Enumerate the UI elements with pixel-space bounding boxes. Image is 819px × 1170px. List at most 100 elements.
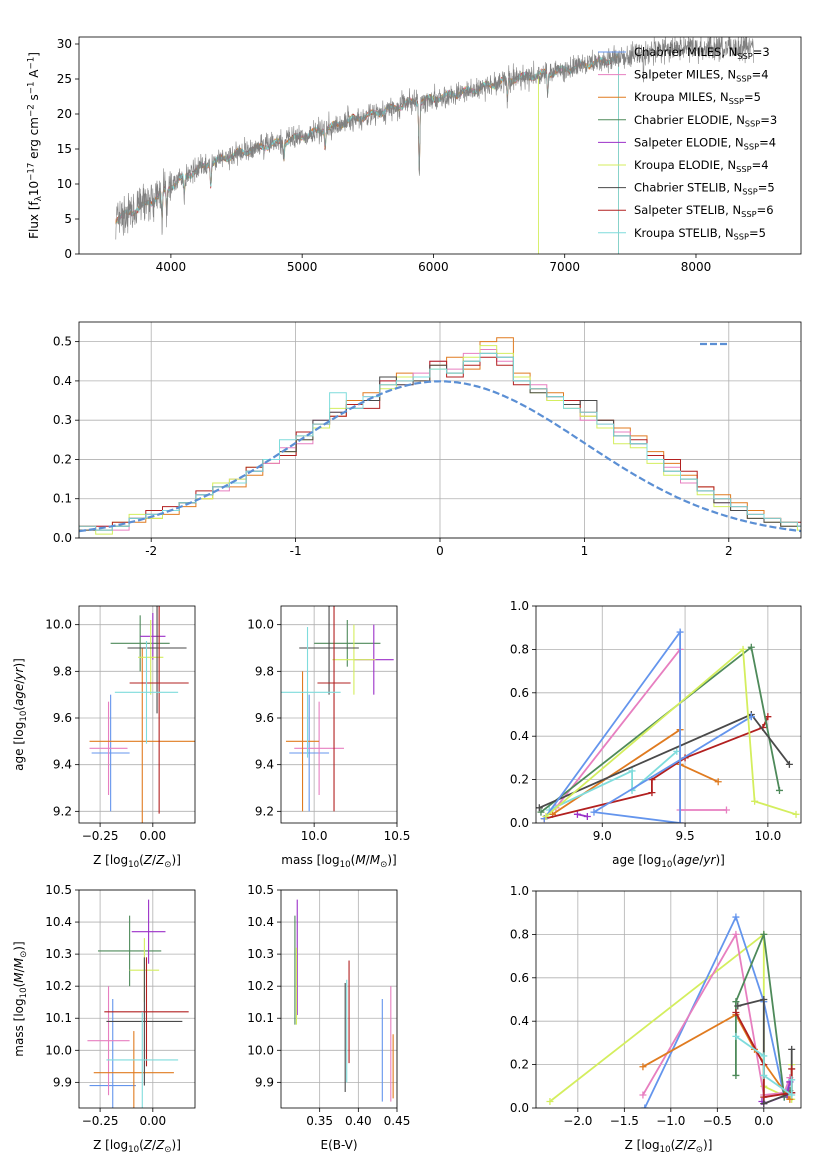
x-axis-label: E(B-V) xyxy=(320,1138,357,1152)
weight-marker xyxy=(760,1100,768,1108)
x-tick-label: 0.40 xyxy=(345,1114,372,1128)
y-tick-label: 9.4 xyxy=(53,758,72,772)
weight-line xyxy=(548,750,678,811)
legend-label: Salpeter ELODIE, NSSP=4 xyxy=(634,135,776,151)
histogram-series xyxy=(79,352,801,538)
y-tick-label: 0.4 xyxy=(510,1014,529,1028)
weight-marker xyxy=(542,812,550,820)
y-tick-label: 0.5 xyxy=(53,335,72,349)
x-tick-label: 6000 xyxy=(418,260,449,274)
weight-marker xyxy=(641,1104,649,1108)
residual-histogram-panel: -2 -1 0 1 2 0.0 0.1 0.2 0.3 0.4 0.5 xyxy=(53,321,802,558)
y-tick-label: 0.6 xyxy=(510,686,529,700)
y-tick-label: 30 xyxy=(57,37,72,51)
y-tick-label: 9.9 xyxy=(255,1075,274,1089)
y-tick-label: 25 xyxy=(57,72,72,86)
errorbar-point xyxy=(314,620,381,667)
x-axis-label: Z [log10(Z/Z⊙)] xyxy=(625,1138,713,1155)
errorbar-point xyxy=(110,615,170,672)
weight-marker xyxy=(732,998,740,1006)
y-tick-label: 0.0 xyxy=(53,531,72,545)
y-tick-label: 0.4 xyxy=(53,374,72,388)
weight-marker xyxy=(546,1097,554,1105)
weight-marker xyxy=(639,1063,647,1071)
y-tick-label: 15 xyxy=(57,142,72,156)
axes-frame xyxy=(78,321,802,539)
errorbar-point xyxy=(89,648,195,823)
y-tick-label: 9.8 xyxy=(255,664,274,678)
axes-frame xyxy=(280,889,398,1109)
spectrum-lines xyxy=(115,37,754,254)
legend-label: Kroupa STELIB, NSSP=5 xyxy=(634,226,766,242)
age_vs_mass-panel: 10.0 10.5 9.2 9.4 9.6 9.8 10.0 mass [log10(M/M⊙… xyxy=(247,605,410,870)
weight-marker xyxy=(583,812,591,820)
errorbar-point xyxy=(131,899,166,964)
massweight_vs_age-panel: 9.0 9.5 10.0 0.0 0.2 0.4 0.6 0.8 1.0 age [log10(a… xyxy=(510,599,802,870)
x-tick-label: 0 xyxy=(436,544,444,558)
y-tick-label: 0.0 xyxy=(510,816,529,830)
histogram-series xyxy=(79,349,801,538)
model-spectrum xyxy=(115,53,619,225)
errorbar-point xyxy=(97,915,162,987)
model-spectrum xyxy=(115,52,619,225)
errorbar-point xyxy=(106,957,183,1086)
x-tick-label: 0.35 xyxy=(306,1114,333,1128)
y-tick-label: 10.5 xyxy=(45,883,72,897)
axes-frame xyxy=(535,605,802,824)
y-tick-label: 0.3 xyxy=(53,413,72,427)
errorbar-point xyxy=(140,613,166,660)
errorbar-point xyxy=(332,624,376,695)
weight-line xyxy=(642,1013,791,1100)
weight-line xyxy=(540,645,781,813)
legend: Chabrier MILES, NSSP=3 Salpeter MILES, NS… xyxy=(598,45,777,242)
x-axis-label: mass [log10(M/M⊙)] xyxy=(281,853,396,870)
x-axis-label: age [log10(age/yr)] xyxy=(612,853,725,870)
errorbar-point xyxy=(89,701,128,795)
errorbar-point xyxy=(285,671,320,812)
errorbar-point xyxy=(91,694,130,812)
y-tick-label: 10.4 xyxy=(45,915,72,929)
weight-line xyxy=(544,716,769,820)
weight-marker xyxy=(760,1093,768,1101)
errorbar-point xyxy=(127,606,187,714)
axes-frame xyxy=(78,889,196,1109)
x-tick-label: 2 xyxy=(725,544,733,558)
weight-marker xyxy=(732,930,740,938)
legend-label: Kroupa ELODIE, NSSP=4 xyxy=(634,158,769,174)
errorbar-point xyxy=(89,999,136,1108)
weight-marker xyxy=(732,913,740,921)
x-tick-label: 4000 xyxy=(156,260,187,274)
y-tick-label: 10.1 xyxy=(247,1011,274,1025)
weight-marker xyxy=(788,1065,796,1073)
axes-frame xyxy=(78,36,802,255)
x-tick-label: −0.25 xyxy=(82,1114,119,1128)
weight-marker xyxy=(676,819,684,823)
errorbars xyxy=(294,899,394,1102)
weight-marker xyxy=(786,1095,794,1103)
weight-marker xyxy=(732,1071,740,1079)
model-spectrum xyxy=(157,72,539,221)
weight-marker xyxy=(732,1009,740,1017)
weight-marker xyxy=(537,808,545,816)
axes-frame xyxy=(280,605,398,824)
x-tick-label: 8000 xyxy=(681,260,712,274)
weight-line xyxy=(555,646,727,823)
weight-marker xyxy=(760,1052,768,1060)
y-tick-label: 1.0 xyxy=(510,884,529,898)
weight-marker xyxy=(714,778,722,786)
errorbars xyxy=(281,606,394,812)
y-tick-label: 0.0 xyxy=(510,1101,529,1115)
weight-marker xyxy=(722,806,730,814)
x-tick-label: 10.0 xyxy=(755,829,782,843)
weight-marker xyxy=(751,797,759,805)
weight-marker xyxy=(747,643,755,651)
legend-label: Chabrier MILES, NSSP=3 xyxy=(634,45,770,61)
x-tick-label: 0.0 xyxy=(754,1114,773,1128)
y-tick-label: 0.2 xyxy=(510,773,529,787)
errorbar-point xyxy=(294,701,344,795)
x-tick-label: −2.0 xyxy=(563,1114,592,1128)
y-tick-label: 0.4 xyxy=(510,729,529,743)
weight-marker xyxy=(536,804,543,812)
mass_vs_ebv-panel: 0.35 0.40 0.45 9.9 10.0 10.1 10.2 10.3 10.4 10.5 E… xyxy=(247,883,410,1152)
